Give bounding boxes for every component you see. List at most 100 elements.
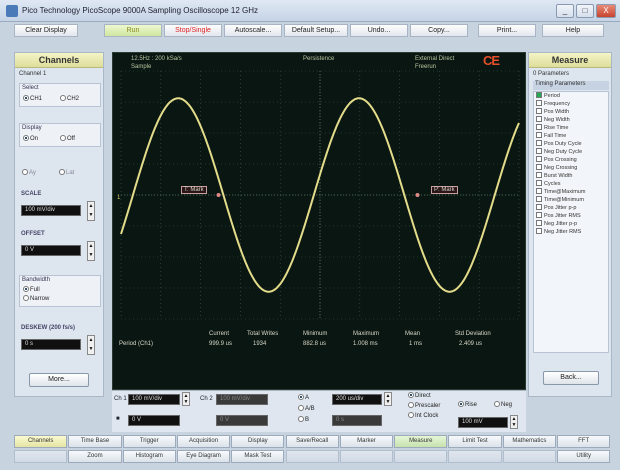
trigger-rise-radio[interactable]: Rise	[458, 401, 477, 408]
ch2-scale-field[interactable]: 100 mV/div	[216, 394, 268, 405]
trigger-level-field[interactable]: 100 mV	[458, 417, 508, 428]
tab-measure[interactable]: Measure	[394, 435, 448, 448]
measure-item[interactable]: Neg Width	[534, 116, 608, 124]
maximize-button[interactable]: □	[576, 4, 594, 18]
bandwidth-full-radio[interactable]: Full	[23, 286, 40, 293]
measure-checkbox[interactable]	[536, 196, 542, 202]
timing-parameters-header[interactable]: Timing Parameters	[533, 81, 609, 90]
measure-item[interactable]: Neg Jitter RMS	[534, 228, 608, 236]
tab-time-base[interactable]: Time Base	[68, 435, 122, 448]
measure-item[interactable]: Pos Jitter p-p	[534, 204, 608, 212]
measure-item[interactable]: Pos Width	[534, 108, 608, 116]
measure-item[interactable]: Pos Jitter RMS	[534, 212, 608, 220]
measure-checkbox[interactable]	[536, 92, 542, 98]
measure-checkbox[interactable]	[536, 172, 542, 178]
print-button[interactable]: Print...	[478, 24, 536, 37]
autoscale-button[interactable]: Autoscale...	[224, 24, 282, 37]
display-on-radio[interactable]: On	[23, 135, 38, 142]
more-button[interactable]: More...	[29, 373, 89, 387]
measure-checkbox[interactable]	[536, 100, 542, 106]
tab-marker[interactable]: Marker	[339, 435, 394, 448]
tab-histogram[interactable]: Histogram	[122, 450, 176, 463]
measure-item[interactable]: Rise Time	[534, 124, 608, 132]
tab-trigger[interactable]: Trigger	[122, 435, 176, 448]
extra-option-1-radio[interactable]: Ay	[22, 169, 36, 176]
clear-display-button[interactable]: Clear Display	[14, 24, 78, 37]
display-off-radio[interactable]: Off	[60, 135, 75, 142]
measure-item[interactable]: Time@Minimum	[534, 196, 608, 204]
select-ch2-radio[interactable]: CH2	[60, 95, 79, 102]
ch1-scale-spinner[interactable]: ▲ ▼	[182, 392, 190, 406]
measure-checkbox[interactable]	[536, 148, 542, 154]
trigger-direct-radio[interactable]: Direct	[408, 392, 431, 399]
measure-checkbox[interactable]	[536, 180, 542, 186]
default-setup-button[interactable]: Default Setup...	[284, 24, 348, 37]
measure-checkbox[interactable]	[536, 132, 542, 138]
measure-item[interactable]: Frequency	[534, 100, 608, 108]
stop-single-button[interactable]: Stop/Single	[164, 24, 222, 37]
offset-spinner[interactable]: ▲ ▼	[87, 241, 95, 261]
tab-save-recall[interactable]: Save/Recall	[285, 435, 339, 448]
mode-a-radio[interactable]: A	[298, 394, 309, 401]
measure-item[interactable]: Cycles	[534, 180, 608, 188]
marker-2-label[interactable]: P: Mark	[431, 186, 458, 194]
measure-checkbox[interactable]	[536, 108, 542, 114]
measure-checkbox[interactable]	[536, 156, 542, 162]
measure-item[interactable]: Neg Jitter p-p	[534, 220, 608, 228]
ch1-scale-field[interactable]: 100 mV/div	[128, 394, 180, 405]
tab-fft[interactable]: FFT	[557, 435, 611, 448]
measure-checkbox[interactable]	[536, 188, 542, 194]
marker-1-label[interactable]: T: Mark	[181, 186, 207, 194]
tab-channels[interactable]: Channels	[14, 435, 68, 448]
tab-acquisition[interactable]: Acquisition	[176, 435, 231, 448]
measure-checkbox[interactable]	[536, 228, 542, 234]
channel-1-marker[interactable]: 1	[117, 195, 121, 201]
ch1-offset-field[interactable]: 0 V	[128, 415, 180, 426]
measure-checkbox[interactable]	[536, 164, 542, 170]
time-scale-spinner[interactable]: ▲ ▼	[384, 392, 392, 406]
offset-field[interactable]: 0 V	[21, 245, 81, 256]
mode-ab-radio[interactable]: A/B	[298, 405, 315, 412]
back-button[interactable]: Back...	[543, 371, 599, 385]
measure-item[interactable]: Fall Time	[534, 132, 608, 140]
measure-checkbox[interactable]	[536, 212, 542, 218]
ch2-offset-field[interactable]: 0 V	[216, 415, 268, 426]
undo-button[interactable]: Undo...	[350, 24, 408, 37]
extra-option-2-radio[interactable]: Lat	[59, 169, 74, 176]
time-scale-field[interactable]: 200 us/div	[332, 394, 382, 405]
deskew-spinner[interactable]: ▲ ▼	[87, 335, 95, 355]
trigger-int-clock-radio[interactable]: Int Clock	[408, 412, 438, 419]
measure-item[interactable]: Period	[534, 92, 608, 100]
measure-item[interactable]: Neg Duty Cycle	[534, 148, 608, 156]
tab-display[interactable]: Display	[231, 435, 285, 448]
measure-checkbox[interactable]	[536, 124, 542, 130]
measure-checkbox[interactable]	[536, 220, 542, 226]
tab-mask-test[interactable]: Mask Test	[231, 450, 285, 463]
tab-eye-diagram[interactable]: Eye Diagram	[176, 450, 231, 463]
trigger-level-spinner[interactable]: ▲ ▼	[510, 415, 518, 429]
measure-item[interactable]: Burst Width	[534, 172, 608, 180]
help-button[interactable]: Help	[542, 24, 604, 37]
run-button[interactable]: Run	[104, 24, 162, 37]
select-ch1-radio[interactable]: CH1	[23, 95, 42, 102]
close-button[interactable]: X	[596, 4, 616, 18]
scale-field[interactable]: 100 mV/div	[21, 205, 81, 216]
tab-limit-test[interactable]: Limit Test	[448, 435, 502, 448]
time-offset-field[interactable]: 0 s	[332, 415, 382, 426]
measure-checkbox[interactable]	[536, 204, 542, 210]
measure-checkbox[interactable]	[536, 140, 542, 146]
scope-display[interactable]: 12.5Hz : 200 kSa/s Sample Persistence Ex…	[112, 52, 526, 390]
measure-item[interactable]: Pos Duty Cycle	[534, 140, 608, 148]
trigger-prescaler-radio[interactable]: Prescaler	[408, 402, 440, 409]
copy-button[interactable]: Copy...	[410, 24, 468, 37]
deskew-field[interactable]: 0 s	[21, 339, 81, 350]
measure-item[interactable]: Time@Maximum	[534, 188, 608, 196]
tab-mathematics[interactable]: Mathematics	[502, 435, 556, 448]
measure-checkbox[interactable]	[536, 116, 542, 122]
mode-b-radio[interactable]: B	[298, 416, 309, 423]
trigger-neg-radio[interactable]: Neg	[494, 401, 512, 408]
minimize-button[interactable]: _	[556, 4, 574, 18]
bandwidth-narrow-radio[interactable]: Narrow	[23, 295, 49, 302]
measure-item[interactable]: Neg Crossing	[534, 164, 608, 172]
scale-spinner[interactable]: ▲ ▼	[87, 201, 95, 221]
